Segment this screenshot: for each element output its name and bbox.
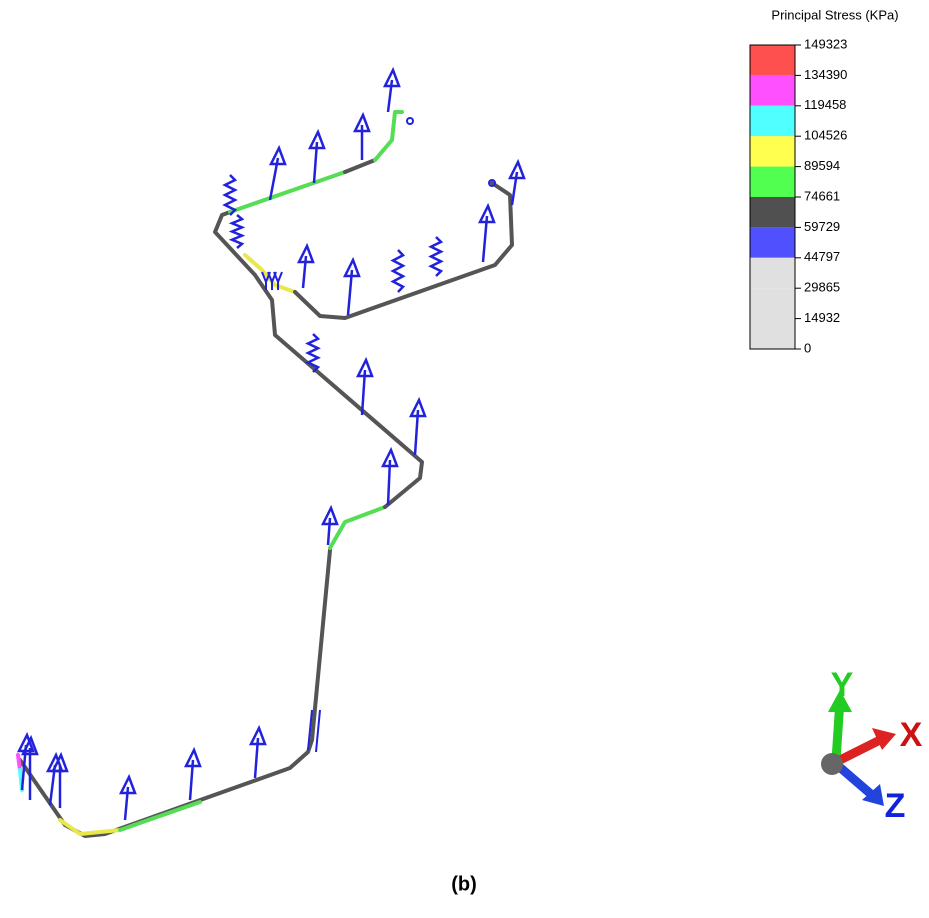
legend-band — [750, 45, 795, 75]
pipe — [345, 160, 375, 172]
legend-label: 104526 — [804, 128, 847, 143]
legend-band — [750, 258, 795, 288]
pipe — [375, 112, 402, 160]
pipe — [230, 172, 345, 212]
pipe — [120, 802, 200, 830]
legend-band — [750, 288, 795, 318]
support-spring — [393, 250, 403, 292]
legend-label: 59729 — [804, 219, 840, 234]
x-axis-arrow — [836, 740, 880, 762]
support-spring — [225, 175, 235, 215]
supports — [19, 70, 524, 820]
legend-label: 29865 — [804, 280, 840, 295]
axis-triad: Y X Z — [821, 666, 923, 825]
legend-label: 119458 — [804, 97, 846, 112]
legend-title: Principal Stress (KPa) — [771, 7, 898, 22]
node-marker — [407, 118, 413, 124]
pipe — [295, 183, 512, 318]
legend-label: 0 — [804, 340, 811, 355]
origin — [821, 753, 843, 775]
legend-band — [750, 167, 795, 197]
legend-band — [750, 75, 795, 105]
legend-band — [750, 136, 795, 166]
legend-band — [750, 227, 795, 257]
guide — [316, 710, 320, 752]
support-rod — [328, 518, 330, 545]
pipe — [60, 820, 120, 834]
legend-band — [750, 106, 795, 136]
pipe-network — [18, 112, 512, 836]
pipe — [18, 755, 20, 770]
legend-label: 14932 — [804, 310, 840, 325]
legend-label: 134390 — [804, 67, 847, 82]
figure: Principal Stress (KPa) 149323 134390 11945… — [0, 0, 929, 913]
legend: 149323 134390 119458 104526 89594 74661 59729 4… — [750, 36, 847, 355]
pipe — [20, 550, 330, 836]
legend-label: 44797 — [804, 249, 840, 264]
legend-label: 149323 — [804, 36, 847, 51]
support-spring — [232, 215, 242, 248]
caption: (b) — [451, 873, 477, 895]
support-spring — [431, 237, 441, 276]
legend-band — [750, 197, 795, 227]
z-label: Z — [885, 787, 906, 825]
legend-band — [750, 319, 795, 349]
x-label: X — [900, 716, 923, 754]
pipe — [330, 507, 385, 548]
legend-label: 74661 — [804, 188, 840, 203]
legend-label: 89594 — [804, 158, 840, 173]
y-label: Y — [831, 666, 854, 704]
